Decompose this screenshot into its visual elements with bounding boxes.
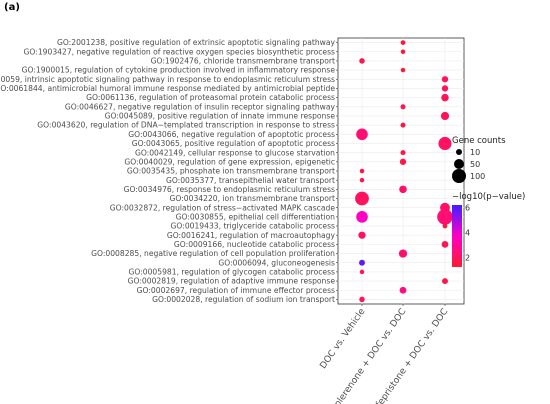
data-point <box>398 249 408 258</box>
color-bar <box>452 205 462 267</box>
y-tick-label: GO:2001238, positive regulation of extri… <box>57 38 336 47</box>
data-point <box>400 150 406 156</box>
y-tick-label: GO:0006094, gluconeogenesis <box>218 258 335 267</box>
data-point <box>356 128 368 141</box>
y-tick-label: GO:1900015, regulation of cytokine produ… <box>22 66 336 75</box>
data-point <box>442 278 448 285</box>
y-tick-label: GO:0034220, ion transmembrane transport <box>170 194 336 203</box>
y-tick-label: GO:0002819, regulation of adaptive immun… <box>128 277 336 286</box>
y-tick-label: GO:0032872, regulation of stress−activat… <box>110 203 336 212</box>
y-tick-label: GO:0043066, negative regulation of apopt… <box>128 130 335 139</box>
data-point <box>359 296 365 303</box>
size-legend-item: 100 <box>452 168 548 184</box>
data-point <box>438 136 452 151</box>
y-tick-label: GO:0061844, antimicrobial humoral immune… <box>0 84 335 93</box>
data-point <box>399 286 407 294</box>
y-tick-label: GO:0043065, positive regulation of apopt… <box>132 139 335 148</box>
y-tick-label: GO:0035435, phosphate ion transmembrane … <box>127 167 335 176</box>
data-point <box>440 111 450 121</box>
data-point <box>400 122 406 128</box>
data-point <box>441 76 449 83</box>
y-tick-label: GO:0008285, negative regulation of cell … <box>91 249 335 258</box>
data-points <box>355 40 453 303</box>
data-point <box>400 40 406 45</box>
data-point <box>359 259 365 266</box>
y-tick-label: GO:0070059, intrinsic apoptotic signalin… <box>0 75 335 84</box>
color-bar-tick: 2 <box>465 253 471 263</box>
data-point <box>359 58 365 64</box>
y-tick-label: GO:0019433, triglyceride catabolic proce… <box>171 222 336 231</box>
size-legend-dot <box>456 149 462 155</box>
data-point <box>359 168 365 174</box>
color-legend-title: −log10(p−value) <box>452 192 526 202</box>
y-tick-label: GO:0061136, regulation of proteasomal pr… <box>86 93 335 102</box>
x-tick-label: Mifepristone + DOC vs. DOC <box>369 307 451 404</box>
y-tick-label: GO:0016241, regulation of macroautophagy <box>167 231 336 240</box>
data-point <box>437 209 453 225</box>
y-tick-label: GO:1902476, chloride transmembrane trans… <box>151 57 335 66</box>
legend: Gene counts 10 50 100 −log10(p−value) 6 4 2 <box>452 136 548 267</box>
y-tick-label: GO:0009166, nucleotide catabolic process <box>174 240 335 249</box>
data-point <box>399 158 407 165</box>
size-legend-label: 50 <box>470 159 481 169</box>
size-legend-title: Gene counts <box>452 136 506 146</box>
size-legend-item: 10 <box>452 146 548 158</box>
data-point <box>441 93 449 102</box>
color-bar-tick: 4 <box>465 228 471 238</box>
size-legend-dot <box>452 168 466 184</box>
size-legend-dot <box>453 158 465 170</box>
data-point <box>399 185 407 194</box>
y-tick-label: GO:0005981, regulation of glycogen catab… <box>128 267 335 276</box>
data-point <box>358 231 366 239</box>
y-tick-label: GO:0046627, negative regulation of insul… <box>65 102 336 111</box>
color-bar-tick: 6 <box>465 203 471 213</box>
x-tick-label: DOC vs. Vehicle <box>318 307 367 371</box>
y-tick-labels: GO:2001238, positive regulation of extri… <box>0 38 338 304</box>
y-tick-label: GO:0040029, regulation of gene expressio… <box>124 157 335 166</box>
data-point <box>400 49 406 54</box>
y-tick-label: GO:0042149, cellular response to glucose… <box>135 148 335 157</box>
data-point <box>441 85 449 92</box>
y-tick-label: GO:0035377, transepithelial water transp… <box>166 176 335 185</box>
y-tick-label: GO:1903427, negative regulation of react… <box>24 47 335 56</box>
data-point <box>441 240 449 248</box>
data-point <box>356 211 368 223</box>
color-legend: −log10(p−value) 6 4 2 <box>452 192 548 267</box>
data-point <box>400 67 406 73</box>
panel-label: (a) <box>4 2 20 13</box>
data-point <box>442 223 448 229</box>
data-point <box>355 191 369 206</box>
size-legend-label: 100 <box>470 171 486 181</box>
y-tick-label: GO:0034976, response to endoplasmic reti… <box>124 185 335 194</box>
data-point <box>359 269 365 275</box>
y-tick-label: GO:0045089, positive regulation of innat… <box>105 112 336 121</box>
y-tick-label: GO:0030855, epithelial cell differentiat… <box>176 212 336 221</box>
y-tick-label: GO:0002028, regulation of sodium ion tra… <box>152 295 335 304</box>
size-legend-item: 50 <box>452 158 548 170</box>
size-legend-label: 10 <box>470 147 481 157</box>
data-point <box>359 177 365 183</box>
data-point <box>400 104 406 110</box>
size-legend: Gene counts 10 50 100 <box>452 136 548 184</box>
y-tick-label: GO:0043620, regulation of DNA−templated … <box>37 121 335 130</box>
y-tick-label: GO:0002697, regulation of immune effecto… <box>137 286 335 295</box>
